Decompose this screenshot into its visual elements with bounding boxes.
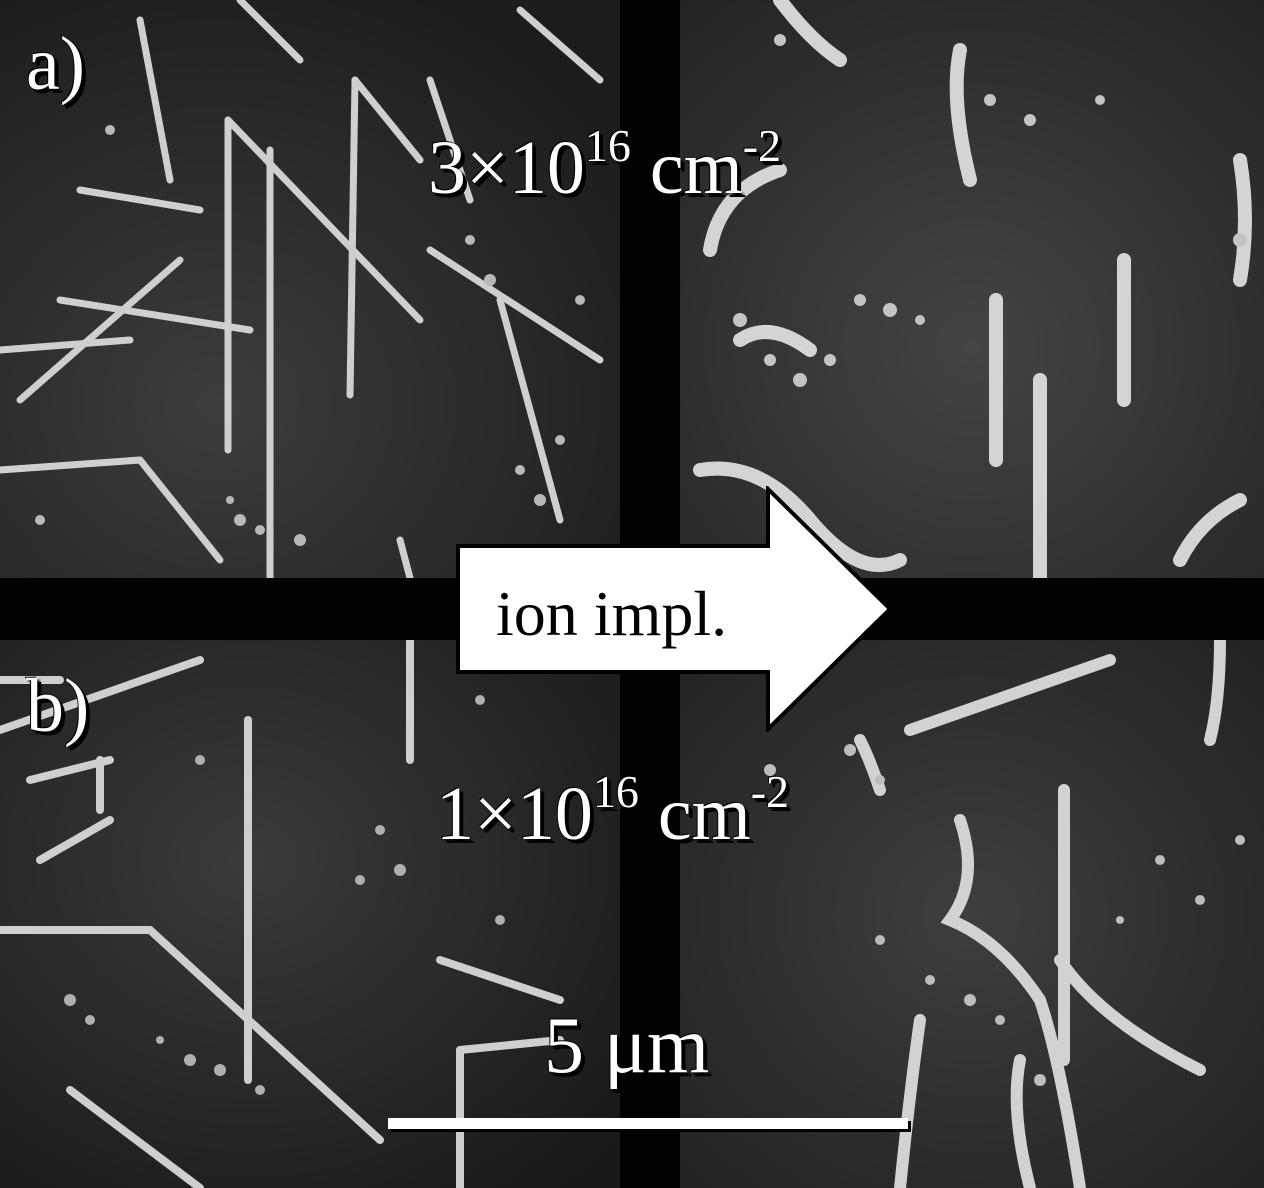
ion-implantation-label: ion impl. bbox=[496, 578, 728, 649]
dose-b-unit: cm bbox=[657, 772, 751, 856]
sem-panel-b-before bbox=[0, 640, 620, 1188]
dose-a-unit-exponent: -2 bbox=[742, 120, 782, 171]
dose-b-unit-exponent: -2 bbox=[750, 766, 790, 817]
panel-a-dose: 3×1016 cm-2 bbox=[428, 120, 782, 210]
panel-a-label: a) bbox=[26, 22, 86, 106]
dose-b-exponent: 16 bbox=[592, 766, 639, 817]
scale-bar-label: 5 μm bbox=[544, 1002, 710, 1090]
sem-panel-a-before bbox=[0, 0, 620, 578]
dose-a-mantissa: 3 bbox=[428, 126, 466, 210]
dose-a-exponent: 16 bbox=[584, 120, 631, 171]
ion-implantation-arrow bbox=[456, 486, 892, 732]
scale-bar bbox=[388, 1118, 908, 1129]
dose-b-mantissa: 1 bbox=[436, 772, 474, 856]
sem-panel-b-after bbox=[680, 640, 1264, 1188]
panel-b-label: b) bbox=[26, 664, 90, 748]
panel-b-dose: 1×1016 cm-2 bbox=[436, 766, 790, 856]
dose-a-unit: cm bbox=[649, 126, 743, 210]
sem-panel-a-after bbox=[680, 0, 1264, 578]
